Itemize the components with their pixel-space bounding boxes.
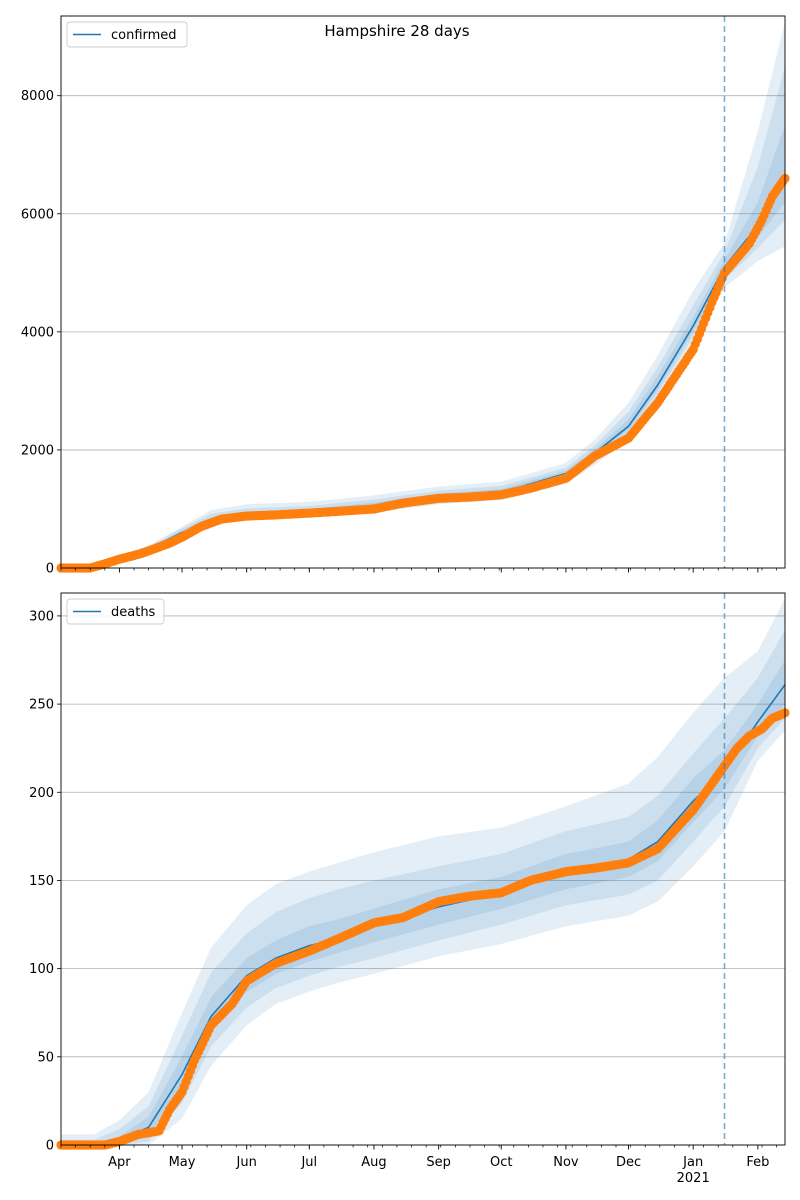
y-tick-label: 300 [29, 609, 54, 624]
legend-label: deaths [111, 605, 156, 620]
legend-box [66, 598, 165, 625]
x-tick-label: Jun [236, 1155, 257, 1170]
x-tick-label: Sep [426, 1155, 451, 1170]
deaths-panel: 0 50 100 150 200 250 300 Apr May Jun Jul Aug Sep Oct N… [29, 592, 790, 1186]
y-tick-label: 50 [37, 1050, 54, 1065]
legend: confirmed [66, 21, 188, 48]
x-tick-label: Aug [361, 1155, 386, 1170]
confidence-band-3 [61, 660, 785, 1145]
confidence-band-2 [61, 630, 785, 1145]
x-tick-label: May [169, 1155, 196, 1170]
confidence-band-1 [61, 21, 785, 568]
figure-title: Hampshire 28 days [324, 22, 469, 40]
x-year-label: 2021 [677, 1171, 710, 1186]
x-tick-label: Dec [616, 1155, 641, 1170]
x-tick-label: Oct [490, 1155, 512, 1170]
confirmed-panel: 0 2000 4000 6000 8000 confirmed [21, 15, 790, 577]
confidence-band-2 [61, 66, 785, 568]
x-tick-label: Jul [300, 1155, 317, 1170]
confidence-band-1 [61, 598, 785, 1145]
y-tick-label: 6000 [21, 207, 54, 222]
legend-box [66, 21, 188, 48]
axes-frame [60, 592, 786, 1146]
x-tick-label: Apr [108, 1155, 131, 1170]
y-tick-label: 100 [29, 962, 54, 977]
legend-label: confirmed [111, 28, 177, 43]
x-tick-label: Nov [553, 1155, 579, 1170]
y-tick-label: 4000 [21, 325, 54, 340]
axes-frame [60, 15, 786, 569]
y-tick-label: 0 [46, 1139, 54, 1154]
x-tick-label: Feb [746, 1155, 769, 1170]
y-tick-label: 200 [29, 786, 54, 801]
y-tick-label: 150 [29, 874, 54, 889]
y-tick-label: 0 [46, 562, 54, 577]
y-tick-label: 2000 [21, 443, 54, 458]
y-tick-label: 250 [29, 698, 54, 713]
x-tick-label: Jan [682, 1155, 703, 1170]
legend: deaths [66, 598, 165, 625]
y-tick-label: 8000 [21, 89, 54, 104]
